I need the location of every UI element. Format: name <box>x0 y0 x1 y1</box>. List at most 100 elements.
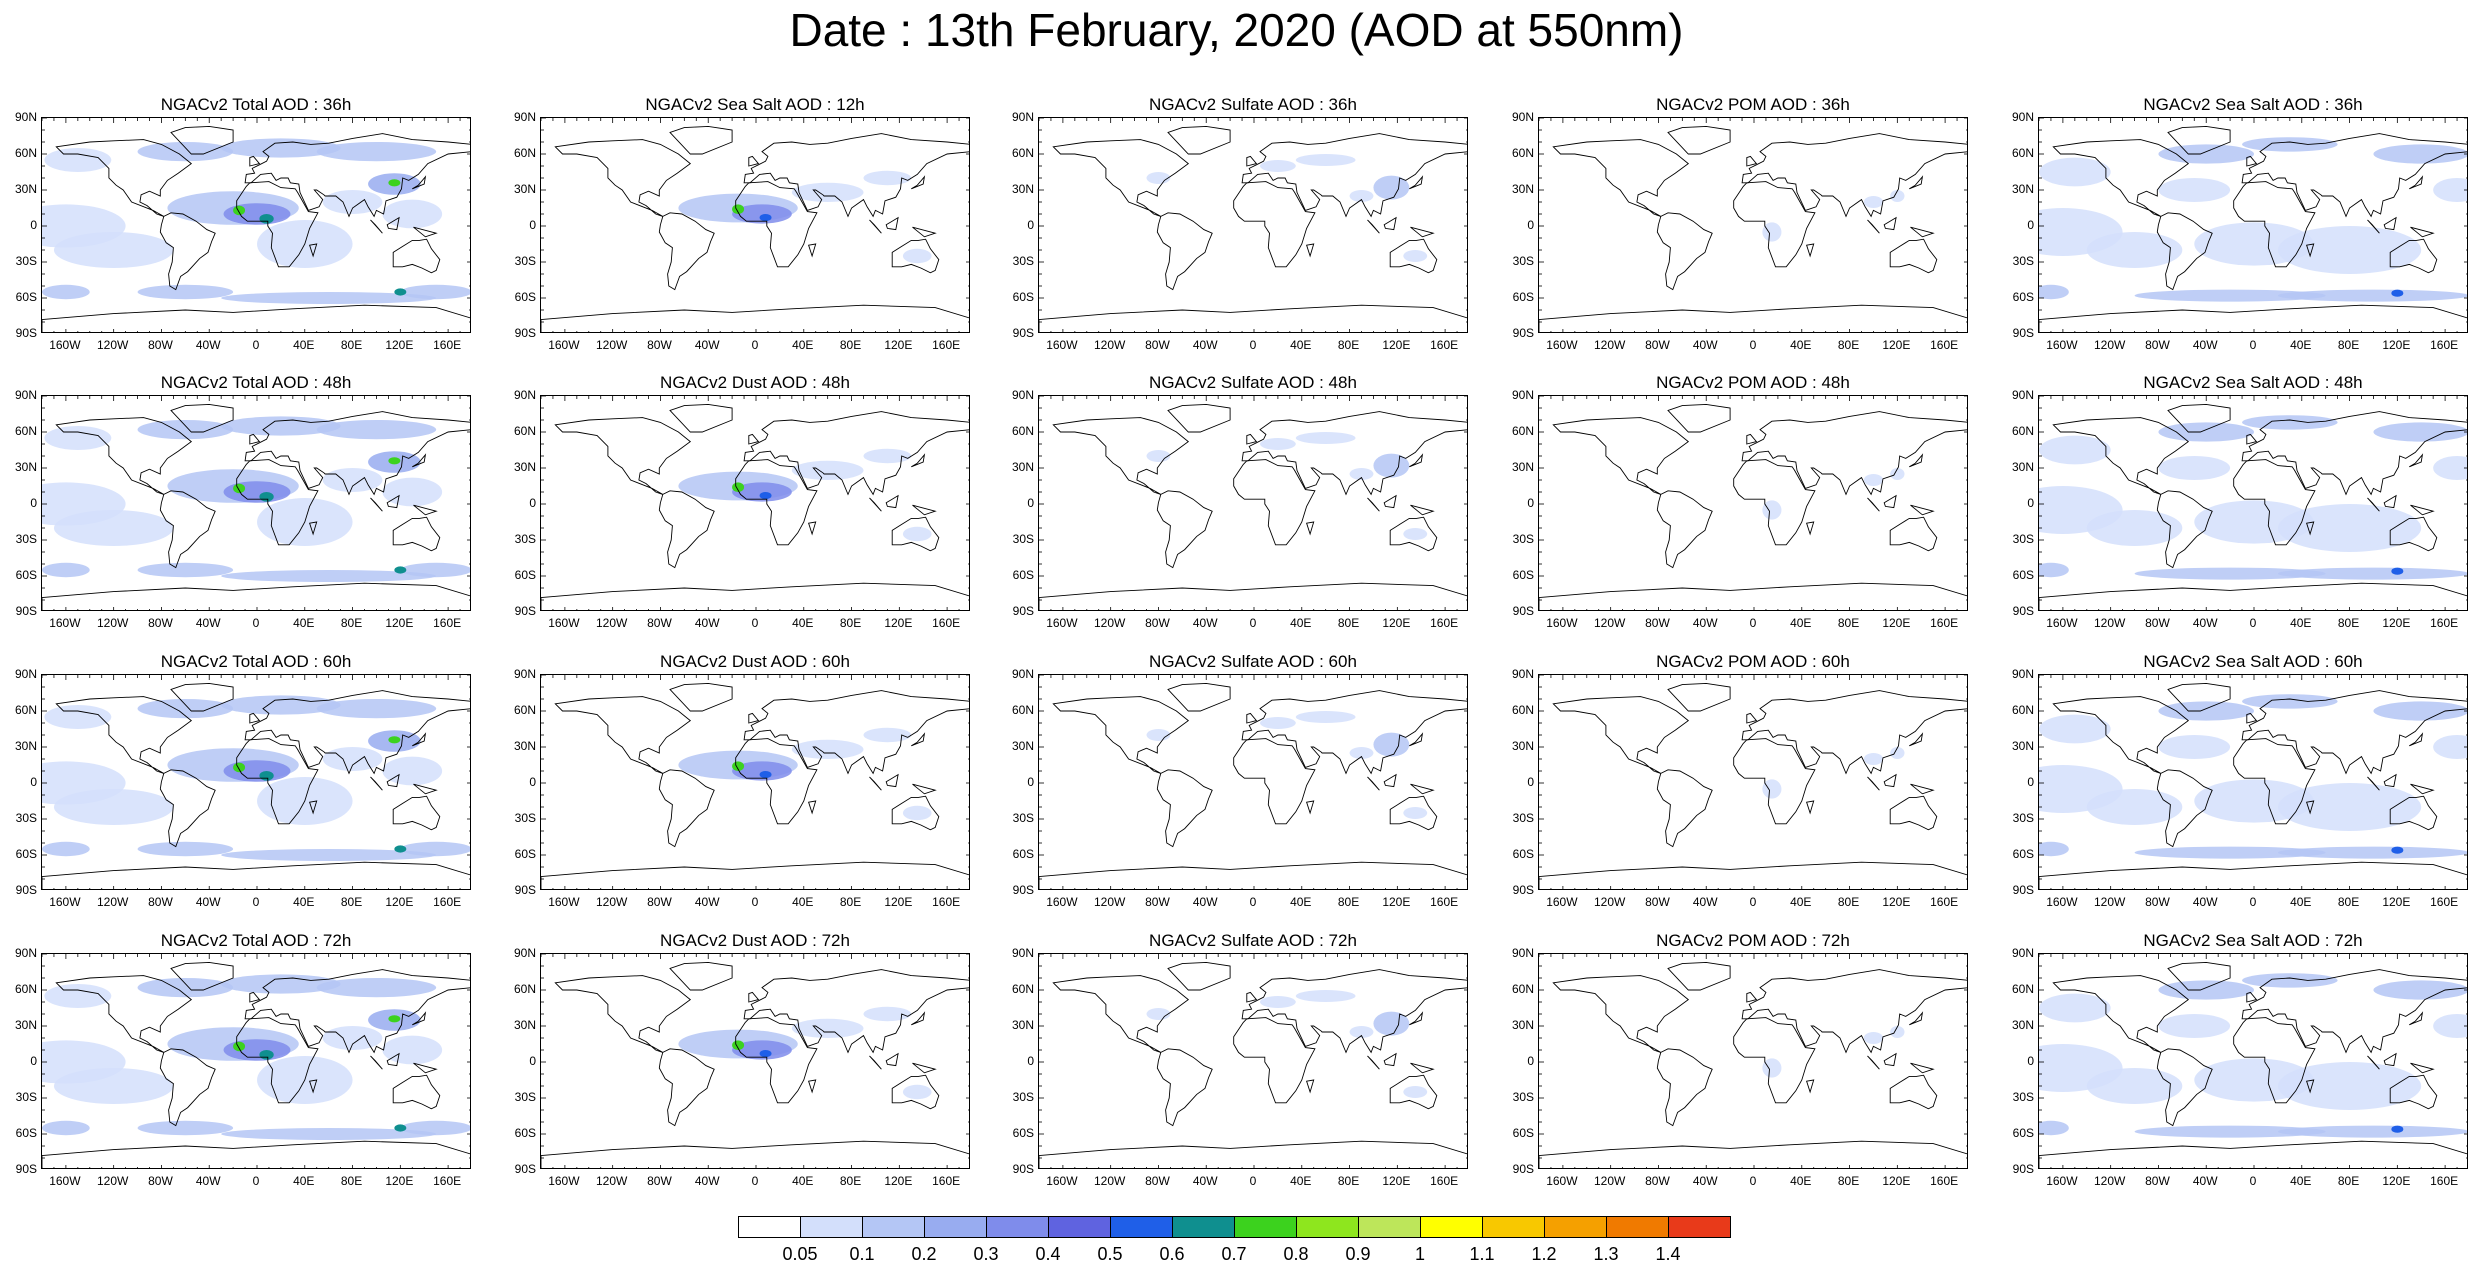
lat-tick-label: 60N <box>513 146 536 160</box>
lat-tick-label: 30N <box>1011 460 1034 474</box>
map-panel: NGACv2 Total AOD : 36h 90N 60N 30N 0 30S 60S 90… <box>15 95 471 351</box>
coastline <box>309 1079 318 1094</box>
coastline <box>541 582 969 610</box>
lat-tick-label: 30N <box>14 460 37 474</box>
coastline <box>1733 459 1816 546</box>
aod-field <box>1890 190 1905 202</box>
coastline <box>1167 125 1231 155</box>
coastline <box>554 417 692 495</box>
world-map <box>42 675 470 889</box>
coastline <box>1910 226 1935 238</box>
lon-tick-label: 160E <box>433 338 462 352</box>
lon-tick-label: 80E <box>839 895 862 909</box>
coastline <box>2156 490 2213 569</box>
lon-tick-label: 40E <box>293 338 315 352</box>
aod-field <box>2039 714 2111 744</box>
lat-tick-label: 90N <box>14 946 37 960</box>
lat-tick-label: 60N <box>1011 146 1034 160</box>
lon-tick-label: 160E <box>1930 1174 1959 1188</box>
lat-tick-label: 60N <box>1511 703 1534 717</box>
aod-field <box>42 1120 90 1136</box>
map-panel: NGACv2 Sea Salt AOD : 36h 90N 60N 30N 0 30S 60… <box>2012 95 2468 351</box>
lat-tick-label: 60S <box>15 1126 37 1140</box>
aod-field <box>400 1120 470 1136</box>
lon-tick-label: 160E <box>433 1174 462 1188</box>
coastline <box>2383 773 2397 788</box>
map-panel: NGACv2 Dust AOD : 72h 90N 60N 30N 0 30S 60S 90S… <box>514 931 970 1187</box>
lon-tick-label: 120E <box>884 895 913 909</box>
coastline <box>412 453 427 468</box>
lon-tick-label: 40W <box>694 1174 720 1188</box>
coastline <box>1367 1055 1380 1070</box>
aod-field <box>1259 160 1296 172</box>
map-frame <box>540 953 970 1169</box>
lon-tick-label: 160W <box>1546 616 1578 630</box>
map-panel: NGACv2 Sea Salt AOD : 12h 90N 60N 30N 0 30S 60… <box>514 95 970 351</box>
coastline <box>159 212 216 291</box>
lon-tick-label: 0 <box>751 895 759 909</box>
aod-field <box>902 1084 932 1100</box>
aod-field <box>2391 567 2404 575</box>
lat-tick-label: 90S <box>15 883 37 897</box>
map-frame <box>540 117 970 333</box>
coastline <box>2167 125 2231 155</box>
lat-tick-label: 30S <box>1012 254 1034 268</box>
coastline <box>1667 403 1731 433</box>
lon-tick-label: 160E <box>2430 1174 2459 1188</box>
coastline <box>869 497 882 512</box>
lat-tick-label: 90S <box>2012 604 2034 618</box>
aod-field <box>1762 222 1782 242</box>
lon-tick-label: 160W <box>49 1174 81 1188</box>
lat-tick-label: 60S <box>1512 1126 1534 1140</box>
lon-tick-label: 0 <box>1249 616 1257 630</box>
aod-field <box>759 1050 772 1058</box>
lat-tick-label: 0 <box>1527 775 1534 789</box>
lon-tick-label: 160E <box>1930 616 1959 630</box>
coastline <box>658 1048 715 1127</box>
lon-tick-label: 40E <box>2290 616 2312 630</box>
lat-tick-label: 0 <box>529 1054 536 1068</box>
colorbar-swatch <box>862 1216 925 1238</box>
coastline <box>2052 696 2190 774</box>
coastline <box>891 238 940 274</box>
aod-field <box>316 142 437 162</box>
coastline <box>1539 304 1967 332</box>
aod-field <box>2158 456 2231 480</box>
lat-tick-label: 60N <box>14 703 37 717</box>
coastline <box>1409 1011 1424 1026</box>
coastline <box>1910 504 1935 516</box>
map-frame <box>540 674 970 890</box>
lon-tick-label: 120W <box>1593 616 1626 630</box>
coastline <box>236 181 319 268</box>
panel-title: NGACv2 Sulfate AOD : 36h <box>1149 95 1357 114</box>
coastline <box>1039 861 1467 889</box>
lon-tick-label: 120W <box>1593 1174 1626 1188</box>
lat-tick-label: 90N <box>513 388 536 402</box>
lat-tick-label: 30S <box>15 811 37 825</box>
lat-tick-label: 0 <box>2027 218 2034 232</box>
aod-field <box>221 974 341 994</box>
lon-tick-label: 160W <box>49 616 81 630</box>
lat-tick-label: 90N <box>1511 946 1534 960</box>
world-map <box>1039 396 1467 610</box>
panel-title: NGACv2 Total AOD : 36h <box>160 95 352 114</box>
lon-tick-label: 0 <box>252 616 260 630</box>
coastline <box>1910 1062 1935 1074</box>
aod-field <box>1349 190 1374 202</box>
aod-field <box>732 204 745 214</box>
aod-field <box>1146 1008 1171 1020</box>
coastline <box>1889 516 1938 552</box>
lon-tick-label: 120W <box>1093 338 1126 352</box>
lon-tick-label: 80E <box>1337 1174 1360 1188</box>
aod-field <box>732 1040 745 1050</box>
lon-tick-label: 80E <box>2337 1174 2360 1188</box>
lon-tick-label: 80E <box>839 338 862 352</box>
lon-tick-label: 120E <box>1382 338 1411 352</box>
aod-field <box>316 699 437 719</box>
lat-tick-label: 60S <box>1012 290 1034 304</box>
world-map <box>42 954 470 1168</box>
aod-field <box>259 771 274 781</box>
aod-field <box>137 699 234 719</box>
world-map <box>2039 954 2467 1168</box>
lon-tick-label: 0 <box>1249 1174 1257 1188</box>
